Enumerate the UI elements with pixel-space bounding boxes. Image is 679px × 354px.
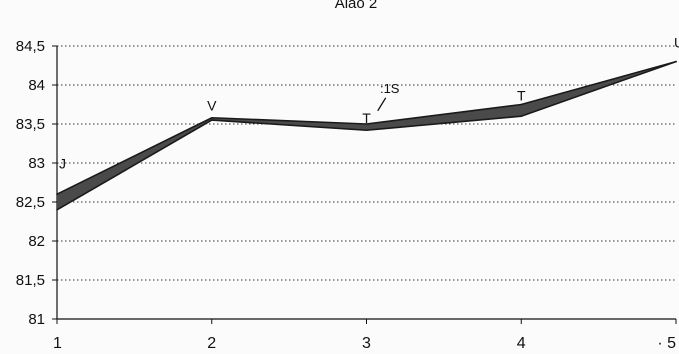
x-tick-label: 4 xyxy=(517,335,526,349)
y-tick-label: 83,5 xyxy=(16,116,45,133)
series-line-2 xyxy=(56,60,677,211)
y-tick-label: 82 xyxy=(28,233,45,250)
data-point xyxy=(210,116,213,119)
data-point xyxy=(520,103,523,106)
x-tick-label: · 5 xyxy=(657,335,676,349)
data-point xyxy=(56,209,58,211)
point-label: T xyxy=(517,88,526,104)
y-tick-label: 82,5 xyxy=(16,194,45,211)
gridlines xyxy=(57,45,676,281)
point-labels: J V T T U :1S xyxy=(59,35,679,172)
data-point xyxy=(56,193,58,195)
series-band-fill xyxy=(57,61,676,210)
x-tick-label: 2 xyxy=(207,335,216,349)
point-label: J xyxy=(59,155,66,171)
y-tick-label: 84,5 xyxy=(16,38,45,55)
x-tick-label: 3 xyxy=(362,335,371,349)
data-point xyxy=(365,129,368,132)
y-tick-label: 81,5 xyxy=(16,272,45,289)
y-tick-label: 84 xyxy=(28,77,45,94)
data-point xyxy=(675,60,677,63)
point-label: U xyxy=(674,35,679,51)
y-tick-label: 81 xyxy=(28,311,45,328)
annotation-label: :1S xyxy=(380,81,400,96)
axes: 81 81,5 82 82,5 83 83,5 84 84,5 1 2 3 4 · 5 xyxy=(16,38,677,352)
series-band xyxy=(56,60,677,211)
x-tick-label: 1 xyxy=(53,335,62,349)
y-tick-label: 83 xyxy=(28,155,45,172)
annotation-leader xyxy=(377,97,387,112)
data-point xyxy=(365,123,368,125)
data-point xyxy=(520,115,523,117)
point-label: T xyxy=(362,110,371,126)
data-point xyxy=(210,119,213,121)
chart-title: Alao 2 xyxy=(335,0,378,12)
point-label: V xyxy=(207,98,217,114)
